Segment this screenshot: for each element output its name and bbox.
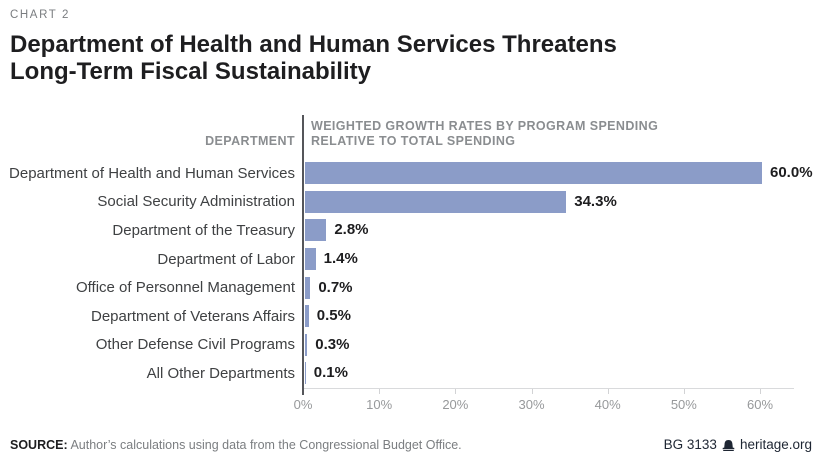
x-axis-tick [455,388,457,394]
x-axis-zero-tick [302,387,304,395]
x-tick-label: 0% [293,396,313,412]
bar [305,333,308,356]
x-axis-title-line2: RELATIVE TO TOTAL SPENDING [311,134,516,148]
x-tick-label: 20% [442,396,469,412]
bar [305,162,762,185]
site-name: heritage.org [739,437,812,452]
bar [305,219,327,242]
chart-row: Office of Personnel Management 0.7% [0,273,825,302]
x-axis-tick [683,388,685,394]
row-label: Department of Health and Human Services [9,164,295,182]
row-label: Department of the Treasury [112,221,295,239]
x-axis-title-line1: WEIGHTED GROWTH RATES BY PROGRAM SPENDIN… [311,119,659,133]
bar-area: 0.7% [305,276,825,299]
bar-area: 0.3% [305,333,825,356]
bar-value: 60.0% [770,164,813,182]
bar-area: 60.0% [305,162,825,185]
bar-area: 1.4% [305,248,825,271]
bar-area: 0.5% [305,305,825,328]
publication-brand: BG 3133 heritage.org [664,437,812,452]
chart-column-headers: DEPARTMENT WEIGHTED GROWTH RATES BY PROG… [0,113,825,149]
row-label: All Other Departments [146,364,295,382]
x-axis-title: WEIGHTED GROWTH RATES BY PROGRAM SPENDIN… [311,119,658,149]
x-axis-tick [760,388,761,394]
x-tick-label: 30% [518,396,545,412]
chart-row: Social Security Administration 34.3% [0,188,825,217]
row-label: Department of Veterans Affairs [90,307,295,325]
bar-value: 0.3% [315,335,350,353]
x-axis-tick [607,388,609,394]
row-label: Social Security Administration [97,193,295,211]
x-tick-label: 10% [366,396,393,412]
chart-row: Department of Veterans Affairs 0.5% [0,302,825,331]
y-axis-line [302,115,304,388]
x-tick-label: 60% [746,396,774,412]
chart-row: Department of Labor 1.4% [0,245,825,274]
liberty-bell-icon [722,439,735,451]
row-label: Office of Personnel Management [75,279,295,297]
bar-value: 34.3% [574,192,617,210]
chart-row: Department of Health and Human Services … [0,159,825,188]
bar [305,190,567,213]
x-tick-label: 40% [594,396,621,412]
source-text: Author’s calculations using data from th… [70,437,462,452]
page-title-line1: Department of Health and Human Services … [10,31,617,58]
chart-row: Department of the Treasury 2.8% [0,216,825,245]
x-tick-label: 50% [670,396,697,412]
x-axis: 0% 10% 20% 30% 40% 50% 60% [294,387,794,418]
chart-row: All Other Departments 0.1% [0,359,825,388]
bar [305,362,306,385]
page-title: Department of Health and Human Services … [10,31,617,85]
bar-area: 0.1% [305,362,825,385]
chart-eyebrow: CHART 2 [10,9,70,21]
row-label: Other Defense Civil Programs [95,336,295,354]
bar-value: 0.7% [318,278,353,296]
x-axis-tick [531,388,533,394]
bar [305,276,311,299]
page-title-line2: Long-Term Fiscal Sustainability [10,58,371,85]
bar [305,305,309,328]
bar-value: 1.4% [323,250,358,268]
bar [305,248,316,271]
bar-area: 34.3% [305,190,825,213]
bar-value: 0.5% [316,307,351,325]
department-column-header: DEPARTMENT [205,134,295,148]
source-note: SOURCE: Author’s calculations using data… [10,438,462,452]
chart-rows: Department of Health and Human Services … [0,159,825,388]
source-label: SOURCE: [10,437,68,452]
chart-footer: SOURCE: Author’s calculations using data… [10,437,812,452]
x-axis-tick [379,388,381,394]
doc-id: BG 3133 [663,437,717,452]
bar-value: 2.8% [334,221,369,239]
bar-chart: DEPARTMENT WEIGHTED GROWTH RATES BY PROG… [0,113,825,418]
row-label: Department of Labor [157,250,295,268]
bar-value: 0.1% [313,364,348,382]
chart-row: Other Defense Civil Programs 0.3% [0,331,825,360]
bar-area: 2.8% [305,219,825,242]
